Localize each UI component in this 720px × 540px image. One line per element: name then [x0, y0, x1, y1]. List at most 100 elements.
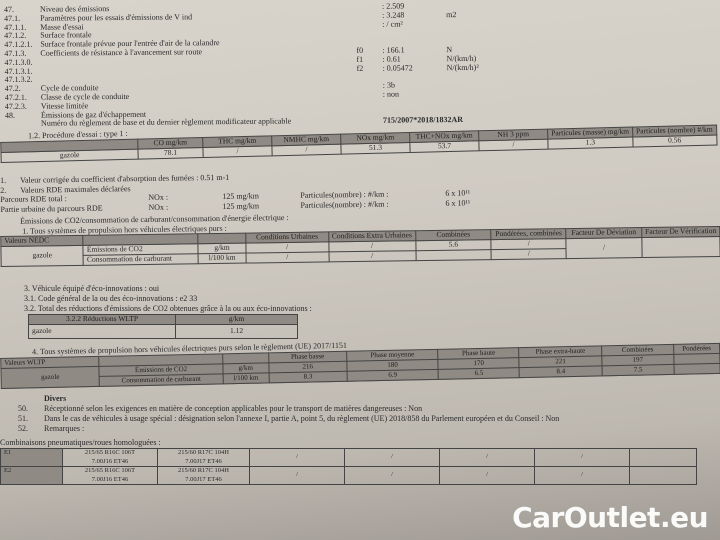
eco-table: 3.2.2 Réductions WLTP g/km gazole 1.12 [28, 314, 298, 339]
tyres-table: E1 215/65 R16C 106T 7.00J16 ET46 215/60 R… [0, 448, 697, 485]
unit-cell: l/100 km [222, 372, 269, 384]
value-cell: 8.4 [519, 365, 603, 378]
rde-row: Partie urbaine du parcours RDE NOx : 125 m… [0, 198, 470, 214]
item-text: Remarques : [44, 424, 85, 433]
rde-pn-value: 6 x 10¹¹ [445, 197, 471, 208]
divers-section: Divers 50. Réceptionné selon les exigence… [18, 394, 559, 434]
value-cell [415, 249, 492, 261]
value-cell: 78.1 [137, 147, 204, 160]
empty-cell: / [534, 466, 630, 485]
item-unit: N/(km/h)² [446, 62, 479, 72]
value-cell: 1.12 [175, 324, 298, 339]
item-number: 52. [18, 424, 28, 433]
eco-line: 3.2. Total des réductions d'émissions de… [24, 304, 312, 313]
rde-section: 1. Valeur corrigée du coefficient d'absor… [0, 173, 470, 214]
value-cell: 1.3 [547, 137, 633, 150]
item-number: 50. [18, 404, 28, 413]
rde-pollutant: NOx : [148, 192, 169, 202]
rim-size: 7.00J17 ET46 [185, 457, 222, 465]
tyre-size: 215/65 R16C 106T [84, 467, 136, 474]
value-cell: / [245, 251, 329, 264]
value-cell: 53.7 [409, 140, 480, 153]
row-label: Consommation de carburant [99, 373, 224, 387]
item-label: Coefficients de résistance à l'avancemen… [40, 47, 203, 58]
fuel-cell: gazole [1, 149, 139, 163]
column-header: 3.2.2 Réductions WLTP [28, 314, 176, 325]
fuel-cell: gazole [0, 245, 84, 267]
item-value: : 0.05472 [382, 63, 413, 73]
rde-label: Partie urbaine du parcours RDE [0, 203, 103, 214]
axle-cell: E2 [0, 466, 63, 485]
empty-cell: / [249, 448, 345, 467]
item-number: 48. [4, 110, 15, 120]
value-cell: 0.56 [632, 134, 717, 148]
rim-size: 7.00J16 ET46 [91, 457, 129, 465]
table-header-row: 3.2.2 Réductions WLTP g/km [28, 314, 298, 325]
empty-cell: / [344, 448, 440, 467]
row-label: Consommation de carburant [83, 253, 199, 266]
rde-pn-value: 6 x 10¹¹ [445, 188, 471, 198]
value-cell: 7.5 [602, 364, 675, 376]
tyre-cell: 215/60 R17C 104H 7.00J17 ET46 [157, 448, 250, 467]
column-header: g/km [175, 314, 298, 325]
value-cell: 6.5 [438, 367, 520, 380]
axle-cell: E1 [0, 448, 63, 467]
table-row: gazole 1.12 [28, 324, 298, 339]
value-cell: / [478, 139, 549, 151]
table-row: E1 215/65 R16C 106T 7.00J16 ET46 215/60 R… [0, 448, 697, 467]
table-row: E2 215/65 R16C 106T 7.00J16 ET46 215/60 R… [0, 466, 697, 485]
value-cell: / [491, 248, 567, 260]
tyres-title: Combinaisons pneumatiques/roues homologu… [0, 438, 161, 447]
item-key: f2 [356, 63, 364, 73]
value-cell: 8.3 [268, 371, 348, 383]
divers-item: 50. Réceptionné selon les exigences en ma… [18, 404, 559, 414]
divers-item: 52. Remarques : [18, 424, 559, 434]
value-cell: / [566, 237, 642, 259]
wltp-section: 4. Tous systèmes de propulsion hors véhi… [0, 333, 720, 389]
empty-cell: / [534, 448, 630, 467]
item-value: : non [382, 89, 400, 99]
value-cell: 51.3 [340, 142, 411, 155]
tyre-size: 215/65 R16C 106T [84, 449, 136, 456]
tyre-size: 215/60 R17C 104H [178, 449, 229, 456]
value-cell: / [202, 145, 273, 158]
eco-innovation-section: 3. Véhicule équipé d'éco-innovations : o… [24, 284, 312, 339]
fuel-cell: gazole [28, 324, 176, 339]
rde-pollutant: NOx : [148, 202, 169, 212]
rde-pn-label: Particules(nombre) : #/km : [300, 199, 389, 210]
tyre-cell: 215/65 R16C 106T 7.00J16 ET46 [62, 466, 158, 485]
value-cell: / [271, 144, 342, 156]
rim-size: 7.00J17 ET46 [185, 475, 222, 483]
rim-size: 7.00J16 ET46 [91, 475, 129, 483]
divers-title: Divers [44, 394, 67, 403]
tyre-size: 215/60 R17C 104H [178, 467, 229, 474]
item-label: Paramètres pour les essais d'émissions d… [40, 12, 193, 23]
rde-value: 125 mg/km [222, 191, 260, 201]
unit-cell: g/km [198, 243, 246, 254]
item-number: 51. [18, 414, 28, 423]
divers-item: 51. Dans le cas de véhicules à usage spéc… [18, 414, 559, 424]
item-value: : / cm² [382, 19, 403, 29]
item-text: Dans le cas de véhicules à usage spécial… [44, 414, 560, 423]
value-cell: 6.9 [347, 369, 439, 382]
empty-cell: / [439, 466, 535, 485]
value-cell: / [328, 250, 416, 262]
column-header: Facteur De Déviation [565, 227, 642, 239]
empty-cell: / [439, 448, 535, 467]
caroutlet-watermark: CarOutlet.eu [512, 501, 708, 534]
eco-line: 3.1. Code général de la ou des éco-innov… [24, 294, 198, 303]
rde-value: 125 mg/km [222, 200, 260, 211]
fuel-cell: gazole [0, 366, 100, 389]
co2-section: Émissions de CO2/consommation de carbura… [0, 207, 720, 267]
empty-cell: / [249, 466, 345, 485]
empty-cell: / [344, 466, 440, 485]
item-text: Réceptionné selon les exigences en matiè… [44, 404, 423, 413]
tyre-cell: 215/60 R17C 104H 7.00J17 ET46 [157, 466, 250, 485]
item-number: 1. [0, 175, 7, 185]
item-number: 2. [0, 185, 7, 195]
eco-line: 3. Véhicule équipé d'éco-innovations : o… [24, 284, 160, 293]
tyres-section: Combinaisons pneumatiques/roues homologu… [0, 438, 697, 485]
tyre-cell: 215/65 R16C 106T 7.00J16 ET46 [62, 448, 158, 467]
item-unit: m2 [446, 9, 457, 19]
